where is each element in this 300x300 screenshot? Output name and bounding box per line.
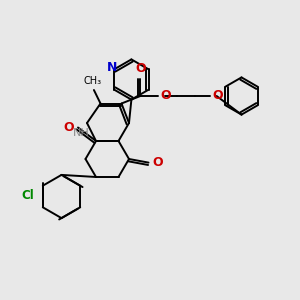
- Text: Cl: Cl: [22, 189, 34, 203]
- Text: O: O: [212, 88, 223, 102]
- Text: O: O: [64, 121, 74, 134]
- Text: CH₃: CH₃: [83, 76, 101, 86]
- Text: O: O: [160, 88, 171, 102]
- Text: N: N: [106, 61, 117, 74]
- Text: NH: NH: [73, 128, 90, 137]
- Text: O: O: [152, 156, 163, 169]
- Text: O: O: [136, 62, 146, 75]
